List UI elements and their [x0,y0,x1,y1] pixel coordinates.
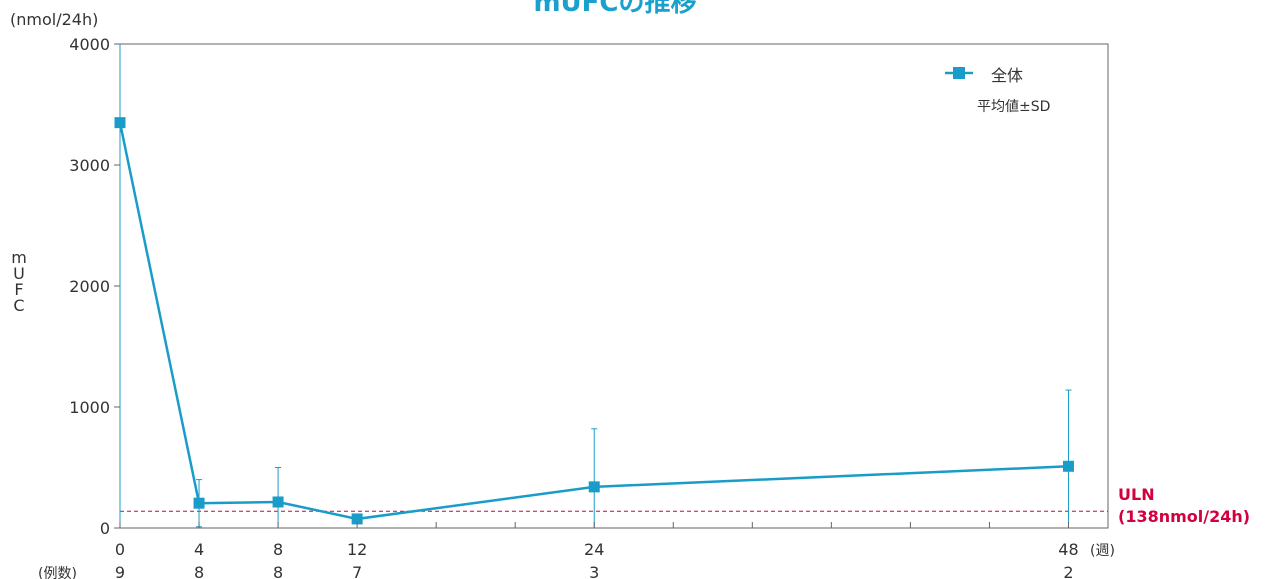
count-axis-label: (例数) [38,566,77,579]
y-tick-label: 3000 [69,156,110,175]
y-tick-label: 4000 [69,35,110,54]
data-point [114,117,126,129]
legend-series-name: 全体 [991,66,1024,85]
y-tick-label: 0 [100,519,110,538]
x-axis-unit: (週) [1090,543,1115,559]
y-tick-label: 1000 [69,398,110,417]
x-tick-label: 8 [273,540,283,559]
data-point [193,497,205,509]
data-point [588,481,600,493]
x-tick-label: 48 [1058,540,1078,559]
count-label: 3 [589,563,599,579]
legend-marker [945,67,973,79]
legend-note: 平均値±SD [977,99,1051,115]
y-axis-unit: (nmol/24h) [10,10,99,29]
chart-title: mUFCの推移 [533,0,697,18]
uln-label-line2: (138nmol/24h) [1118,507,1251,526]
uln-label-line1: ULN [1118,485,1155,504]
y-axis-label: mUFC [11,248,27,315]
count-label: 8 [194,563,204,579]
x-tick-label: 24 [584,540,604,559]
count-label: 8 [273,563,283,579]
data-point [272,496,284,508]
uln-label: ULN (138nmol/24h) [1118,484,1250,528]
series-line [118,122,1069,521]
data-point [1062,460,1074,472]
count-label: 2 [1063,563,1073,579]
y-tick-label: 2000 [69,277,110,296]
count-label: 9 [115,563,125,579]
count-label: 7 [352,563,362,579]
plot-frame [119,43,1109,529]
x-tick-label: 4 [194,540,204,559]
x-tick-label: 12 [347,540,367,559]
x-tick-label: 0 [115,540,125,559]
data-point [351,513,363,525]
